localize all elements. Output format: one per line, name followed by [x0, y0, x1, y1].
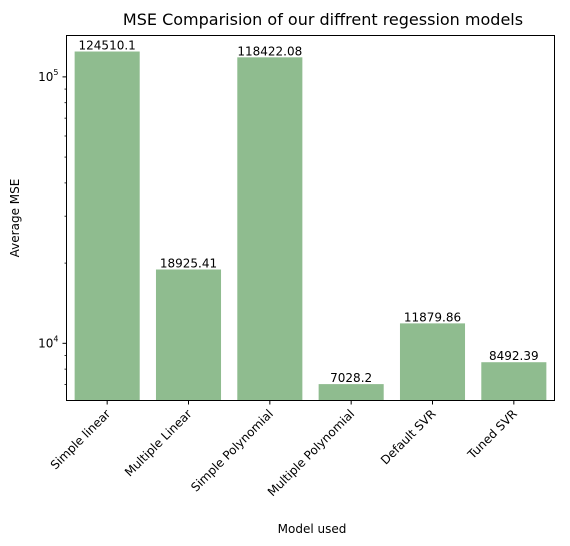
- plot-frame: [66, 35, 555, 401]
- bar: [155, 269, 222, 401]
- bar-value-label: 7028.2: [330, 371, 372, 385]
- y-tick-label: 104: [38, 334, 58, 350]
- x-tick-label: Simple Polynomial: [188, 407, 276, 495]
- x-axis-label: Model used: [278, 522, 347, 536]
- x-tick-label: Tuned SVR: [464, 407, 520, 463]
- bar-value-label: 18925.41: [160, 256, 217, 270]
- x-tick-label: Multiple Linear: [122, 407, 195, 480]
- bar: [237, 57, 303, 401]
- bar-value-label: 118422.08: [237, 44, 302, 58]
- y-tick-label: 105: [38, 68, 58, 84]
- bar: [74, 51, 140, 401]
- bar: [399, 323, 466, 401]
- x-tick-label: Multiple Polynomial: [265, 407, 357, 499]
- x-tick-label: Simple linear: [48, 407, 114, 473]
- y-axis-label: Average MSE: [8, 179, 22, 258]
- x-tick-label: Default SVR: [378, 407, 439, 468]
- bar: [318, 384, 384, 401]
- bar-value-label: 124510.1: [79, 39, 136, 53]
- y-axis-ticks: 104 105: [38, 68, 67, 385]
- bar: [481, 362, 547, 401]
- bar-value-label: 11879.86: [404, 310, 461, 324]
- bar-value-label: 8492.39: [489, 349, 539, 363]
- chart-title: MSE Comparision of our diffrent regessio…: [123, 10, 523, 29]
- bars-group: 124510.1 18925.41 118422.08 7028.2 11879.86 8…: [74, 39, 547, 401]
